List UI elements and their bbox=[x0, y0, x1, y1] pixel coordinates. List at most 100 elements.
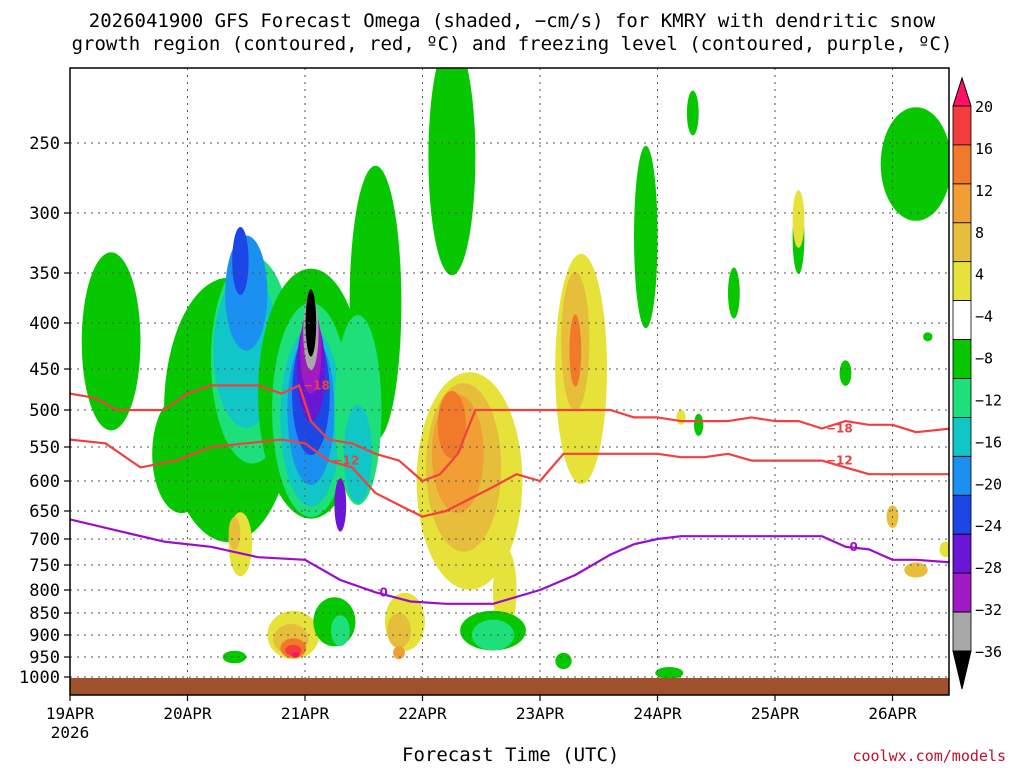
x-tick-label: 22APR bbox=[398, 704, 447, 723]
y-tick-label: 850 bbox=[29, 604, 60, 624]
omega-cell bbox=[334, 478, 347, 532]
colorbar-box bbox=[952, 378, 972, 418]
omega-cell bbox=[693, 413, 704, 436]
colorbar-top-arrow bbox=[952, 76, 972, 107]
colorbar-label: −28 bbox=[975, 559, 1002, 577]
contour-0 bbox=[70, 518, 949, 605]
colorbar-box bbox=[952, 222, 972, 263]
omega-cell bbox=[839, 360, 852, 386]
credit-link[interactable]: coolwx.com/models bbox=[852, 747, 1006, 765]
colorbar-box bbox=[952, 339, 972, 379]
colorbar-label: −12 bbox=[975, 391, 1002, 409]
x-axis-label: Forecast Time (UTC) bbox=[402, 744, 620, 766]
omega-cell bbox=[428, 68, 476, 276]
ground-surface bbox=[70, 678, 949, 695]
x-tick-label: 23APR bbox=[516, 704, 565, 723]
contour-label: −18 bbox=[303, 378, 330, 392]
colorbar-label: −32 bbox=[975, 601, 1002, 619]
contour--12 bbox=[70, 438, 949, 518]
x-tick-label: 24APR bbox=[633, 704, 682, 723]
x-tick-label: 20APR bbox=[163, 704, 212, 723]
omega-cell bbox=[904, 562, 928, 578]
y-tick-label: 400 bbox=[29, 314, 60, 334]
omega-cell bbox=[437, 391, 466, 459]
colorbar-box bbox=[952, 300, 972, 340]
y-tick-label: 1000 bbox=[19, 668, 60, 688]
colorbar-box bbox=[952, 494, 972, 535]
colorbar-label: −4 bbox=[975, 308, 993, 326]
colorbar-box bbox=[952, 533, 972, 574]
y-axis-pressure-ticks: 2503003504004505005506006507007508008509… bbox=[19, 134, 70, 688]
omega-cell bbox=[634, 145, 658, 329]
x-tick-label: 26APR bbox=[868, 704, 917, 723]
omega-cell bbox=[291, 652, 300, 658]
x-tick-year: 2026 bbox=[51, 723, 90, 742]
y-tick-label: 800 bbox=[29, 581, 60, 601]
contour-label: 0 bbox=[850, 540, 858, 554]
colorbar-bottom-arrow bbox=[952, 650, 972, 690]
y-tick-label: 450 bbox=[29, 360, 60, 380]
colorbar-label: 4 bbox=[975, 266, 984, 284]
colorbar-label: −36 bbox=[975, 643, 1002, 661]
plot-frame bbox=[69, 67, 950, 696]
colorbar-box bbox=[952, 261, 972, 302]
omega-cell bbox=[655, 667, 684, 679]
colorbar-label: 12 bbox=[975, 182, 993, 200]
omega-cell bbox=[81, 252, 141, 431]
temperature-contours: −18 −18 −12 −12 0 0 bbox=[70, 378, 949, 605]
colorbar-box bbox=[952, 416, 972, 457]
y-tick-label: 600 bbox=[29, 472, 60, 492]
colorbar-label: −24 bbox=[975, 517, 1002, 535]
colorbar-box bbox=[952, 455, 972, 496]
omega-cell bbox=[393, 646, 405, 660]
colorbar-box bbox=[952, 105, 972, 146]
x-tick-label: 21APR bbox=[281, 704, 330, 723]
x-tick-label: 25APR bbox=[751, 704, 800, 723]
y-tick-label: 900 bbox=[29, 626, 60, 646]
colorbar-legend: 20 16 12 8 4 −4 −8 −12 −16 −20 −24 −28 −32 −36 bbox=[952, 76, 1002, 690]
colorbar-label: −8 bbox=[975, 350, 993, 368]
x-axis-date-ticks: 19APR 20APR 21APR 22APR 23APR 24APR 25APR 26APR… bbox=[46, 695, 917, 742]
y-tick-label: 500 bbox=[29, 401, 60, 421]
y-tick-label: 250 bbox=[29, 134, 60, 154]
colorbar-box bbox=[952, 144, 972, 185]
omega-cell bbox=[232, 227, 249, 295]
contour--18 bbox=[70, 384, 949, 483]
colorbar-label: 8 bbox=[975, 224, 984, 242]
y-tick-label: 750 bbox=[29, 556, 60, 576]
colorbar-label: 20 bbox=[975, 98, 993, 116]
y-tick-label: 950 bbox=[29, 648, 60, 668]
omega-cell bbox=[676, 410, 686, 425]
colorbar-label: −20 bbox=[975, 475, 1002, 493]
colorbar-label: 16 bbox=[975, 140, 993, 158]
omega-cell bbox=[555, 652, 572, 670]
omega-cell bbox=[305, 289, 317, 357]
omega-cell bbox=[686, 90, 699, 136]
y-tick-label: 650 bbox=[29, 502, 60, 522]
omega-cell bbox=[792, 190, 805, 248]
y-tick-label: 700 bbox=[29, 530, 60, 550]
omega-cell bbox=[343, 405, 372, 503]
colorbar-box bbox=[952, 611, 972, 652]
y-tick-label: 300 bbox=[29, 204, 60, 224]
contour-label: 0 bbox=[380, 585, 388, 599]
contour-label: −12 bbox=[333, 454, 360, 468]
y-tick-label: 350 bbox=[29, 264, 60, 284]
omega-cell bbox=[330, 615, 350, 646]
omega-cell bbox=[939, 541, 949, 558]
contour-label: −12 bbox=[826, 454, 853, 468]
omega-cell bbox=[471, 619, 515, 651]
y-tick-label: 550 bbox=[29, 438, 60, 458]
chart-title-line-2: growth region (contoured, red, ºC) and f… bbox=[71, 33, 953, 55]
x-tick-label: 19APR bbox=[46, 704, 95, 723]
omega-shading bbox=[81, 68, 949, 679]
omega-cell bbox=[728, 267, 740, 319]
colorbar-box bbox=[952, 572, 972, 613]
omega-cell bbox=[880, 107, 949, 221]
omega-cell bbox=[387, 613, 411, 649]
omega-cell bbox=[923, 332, 933, 342]
omega-cell bbox=[152, 394, 212, 514]
omega-cell bbox=[228, 517, 241, 550]
colorbar-box bbox=[952, 183, 972, 224]
omega-cell bbox=[222, 650, 247, 664]
